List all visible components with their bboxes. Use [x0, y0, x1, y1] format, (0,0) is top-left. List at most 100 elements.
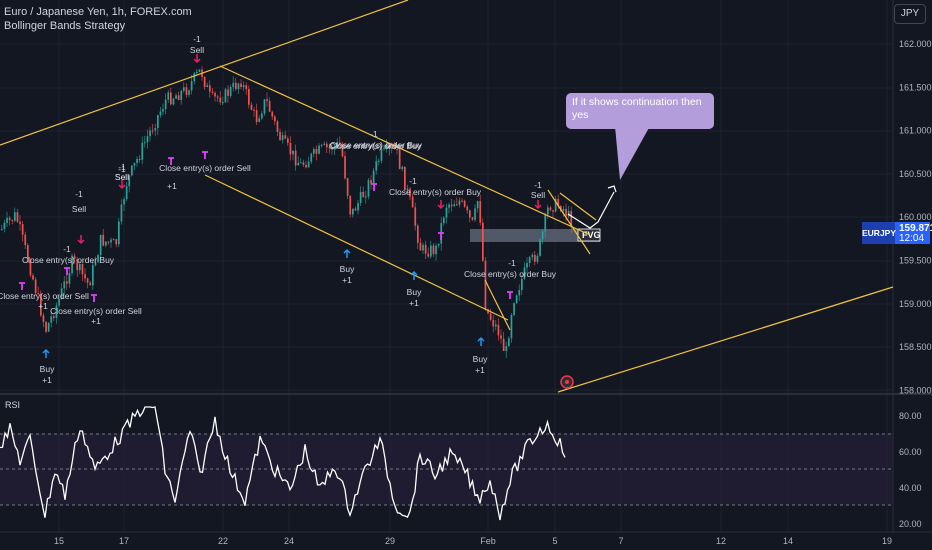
buy-arrow-icon — [477, 336, 485, 346]
time-axis-label: 15 — [54, 536, 64, 546]
time-axis-label: 24 — [284, 536, 294, 546]
trendlines[interactable] — [0, 0, 894, 393]
order-label: Buy — [473, 354, 488, 364]
exit-marker-icon — [507, 291, 513, 299]
order-label: Close entry(s) order Buy — [389, 187, 482, 197]
exit-marker-icon — [19, 282, 25, 290]
time-axis-label: 19 — [882, 536, 892, 546]
strategy-name[interactable]: Bollinger Bands Strategy — [4, 20, 126, 32]
exit-marker-icon — [438, 232, 444, 240]
buy-arrow-icon — [410, 270, 418, 280]
sell-arrow-icon — [118, 180, 126, 190]
callout-note[interactable]: If it shows continuation then yes — [566, 93, 714, 129]
order-label: +1 — [91, 316, 101, 326]
wedge-top[interactable] — [547, 189, 591, 255]
price-axis[interactable]: 162.000 161.500 161.000 160.500 160.000 159.5… — [899, 39, 932, 395]
rsi-title[interactable]: RSI — [5, 400, 21, 410]
price-axis-label: 159.000 — [899, 299, 932, 309]
sell-arrow-icon — [77, 235, 85, 245]
chart-header: Euro / Japanese Yen, 1h, FOREX.com Bolli… — [4, 5, 192, 33]
long-support-line[interactable] — [557, 286, 894, 393]
buy-arrow-icon — [42, 348, 50, 358]
order-label: -1 — [193, 34, 201, 44]
price-tag-countdown: 12:04 — [899, 233, 925, 244]
symbol-title[interactable]: Euro / Japanese Yen, 1h, FOREX.com — [4, 6, 192, 18]
currency-button[interactable]: JPY — [894, 4, 926, 24]
time-axis-label: 22 — [218, 536, 228, 546]
time-axis-label: 17 — [119, 536, 129, 546]
order-label: -1 — [118, 164, 126, 174]
order-label: Close entry(s) order Buy — [330, 140, 423, 150]
price-axis-label: 162.000 — [899, 39, 932, 49]
order-label: +1 — [42, 375, 52, 385]
order-label: +1 — [409, 298, 419, 308]
order-arrows — [19, 54, 542, 358]
exit-marker-icon — [371, 183, 377, 191]
replay-icon-dot — [565, 380, 569, 384]
order-label: Close entry(s) order Sell — [159, 163, 251, 173]
rsi-axis-label: 20.00 — [899, 519, 922, 529]
order-label: Close entry(s) order Buy — [464, 269, 557, 279]
wedge-bottom[interactable] — [484, 279, 511, 331]
buy-arrow-icon — [343, 248, 351, 258]
time-axis-label: Feb — [480, 536, 496, 546]
order-label: +1 — [342, 275, 352, 285]
price-tag-value: 159.871 — [899, 223, 932, 234]
price-tag-symbol: EURJPY — [862, 222, 896, 244]
time-axis-label: 14 — [783, 536, 793, 546]
order-label: Sell — [115, 172, 129, 182]
rsi-line — [0, 406, 566, 521]
exit-marker-icon — [202, 151, 208, 159]
rsi-axis-label: 80.00 — [899, 411, 922, 421]
time-axis-label: 12 — [716, 536, 726, 546]
order-label: Close entry(s) order Buy — [329, 141, 422, 151]
upper-channel-line[interactable] — [0, 0, 409, 146]
exit-marker-icon — [168, 157, 174, 165]
last-price-tag: EURJPY 159.871 12:04 — [862, 222, 932, 244]
order-label: +1 — [38, 301, 48, 311]
order-label: -1 — [534, 180, 542, 190]
descending-channel-bottom[interactable] — [204, 174, 509, 321]
price-axis-label: 160.500 — [899, 169, 932, 179]
sell-arrow-icon — [534, 200, 542, 210]
order-label: -1 — [118, 162, 126, 172]
rsi-axis-label: 40.00 — [899, 483, 922, 493]
fvg-label: FVG — [582, 230, 601, 240]
order-label: -1 — [63, 244, 71, 254]
price-axis-label: 161.500 — [899, 82, 932, 92]
time-axis-label: 7 — [618, 536, 623, 546]
descending-channel-top[interactable] — [219, 65, 591, 236]
order-label: Close entry(s) order Sell — [0, 291, 89, 301]
projection-path[interactable] — [567, 191, 615, 229]
projection-arrowhead — [607, 185, 617, 193]
exit-marker-icon — [91, 294, 97, 302]
price-axis-label: 159.500 — [899, 256, 932, 266]
order-label: Sell — [190, 45, 204, 55]
wedge-upper-right[interactable] — [559, 192, 597, 221]
order-label: -1 — [508, 258, 516, 268]
order-label: +1 — [475, 365, 485, 375]
time-axis-label: 5 — [552, 536, 557, 546]
order-label: Close entry(s) order Sell — [50, 306, 142, 316]
time-axis[interactable]: 15 17 22 24 29 Feb 5 7 12 14 19 — [54, 536, 892, 546]
candles — [1, 66, 573, 358]
fvg-zone[interactable] — [470, 229, 600, 242]
sell-arrow-icon — [193, 54, 201, 64]
order-label: Sell — [531, 190, 545, 200]
order-label: Buy — [40, 364, 55, 374]
order-label: Buy — [340, 264, 355, 274]
order-label: Sell — [115, 172, 129, 182]
order-label: +1 — [167, 181, 177, 191]
order-label: Sell — [72, 204, 86, 214]
price-axis-label: 158.500 — [899, 342, 932, 352]
price-axis-label: 161.000 — [899, 126, 932, 136]
order-label: Close entry(s) order Buy — [22, 255, 115, 265]
callout-tail — [615, 126, 650, 180]
order-label: Buy — [407, 287, 422, 297]
order-label: -1 — [409, 176, 417, 186]
order-label: -1 — [75, 189, 83, 199]
exit-marker-icon — [64, 267, 70, 275]
order-label: -1 — [370, 129, 378, 139]
